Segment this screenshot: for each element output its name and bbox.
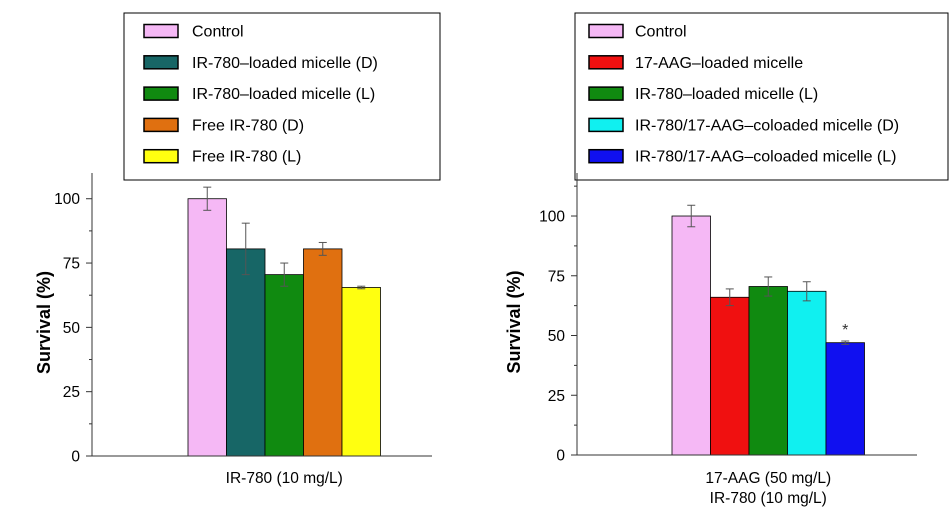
legend: Control 17-AAG–loaded micelle IR-780–loade… — [574, 12, 949, 181]
bar — [187, 198, 227, 457]
legend-label: 17-AAG–loaded micelle — [635, 55, 803, 72]
y-axis-title: Survival (%) — [34, 271, 54, 374]
bar — [825, 342, 865, 456]
bar — [341, 287, 381, 457]
legend-swatch — [588, 86, 624, 101]
legend-swatch — [588, 23, 624, 39]
bar — [710, 296, 750, 456]
bar — [787, 290, 827, 456]
legend-swatch — [588, 148, 624, 164]
x-category-label: IR-780 (10 mg/L) — [226, 470, 343, 487]
y-axis-title: Survival (%) — [504, 270, 524, 373]
y-tick-label: 75 — [548, 268, 565, 285]
x-category-label: 17-AAG (50 mg/L) — [705, 470, 831, 487]
bar — [671, 215, 711, 456]
y-tick-label: 100 — [539, 209, 565, 226]
y-tick-label: 25 — [63, 384, 80, 401]
x-category-label: IR-780 (10 mg/L) — [710, 490, 827, 507]
legend-swatch — [143, 117, 179, 133]
legend-swatch — [588, 117, 624, 133]
legend-label: IR-780–loaded micelle (L) — [192, 86, 375, 103]
y-tick-label: 0 — [71, 449, 80, 466]
bar — [264, 274, 304, 457]
legend-swatch — [588, 55, 624, 70]
legend-box — [574, 12, 949, 181]
significance-marker: * — [842, 322, 848, 339]
bar — [748, 286, 788, 456]
legend-label: IR-780/17-AAG–coloaded micelle (D) — [635, 117, 899, 134]
y-tick-label: 0 — [556, 448, 565, 465]
legend-label: Free IR-780 (L) — [192, 149, 301, 166]
bar — [226, 248, 266, 457]
bar — [303, 248, 343, 457]
y-tick-label: 100 — [54, 191, 80, 208]
legend-swatch — [143, 55, 179, 70]
legend-label: Control — [635, 24, 687, 41]
legend-label: IR-780/17-AAG–coloaded micelle (L) — [635, 149, 896, 166]
legend-swatch — [143, 148, 179, 164]
legend-label: Control — [192, 24, 244, 41]
y-tick-label: 50 — [548, 328, 566, 345]
legend: Control IR-780–loaded micelle (D) IR-780–l… — [123, 12, 441, 181]
y-tick-label: 50 — [63, 320, 81, 337]
y-tick-label: 25 — [548, 388, 565, 405]
legend-label: IR-780–loaded micelle (L) — [635, 86, 818, 103]
legend-label: Free IR-780 (D) — [192, 117, 304, 134]
chart-panel-left: Control IR-780–loaded micelle (D) IR-780–l… — [34, 12, 441, 487]
legend-label: IR-780–loaded micelle (D) — [192, 55, 378, 72]
legend-swatch — [143, 23, 179, 39]
legend-swatch — [143, 86, 179, 101]
y-tick-label: 75 — [63, 256, 80, 273]
chart-panel-right: Control 17-AAG–loaded micelle IR-780–loade… — [504, 12, 949, 507]
